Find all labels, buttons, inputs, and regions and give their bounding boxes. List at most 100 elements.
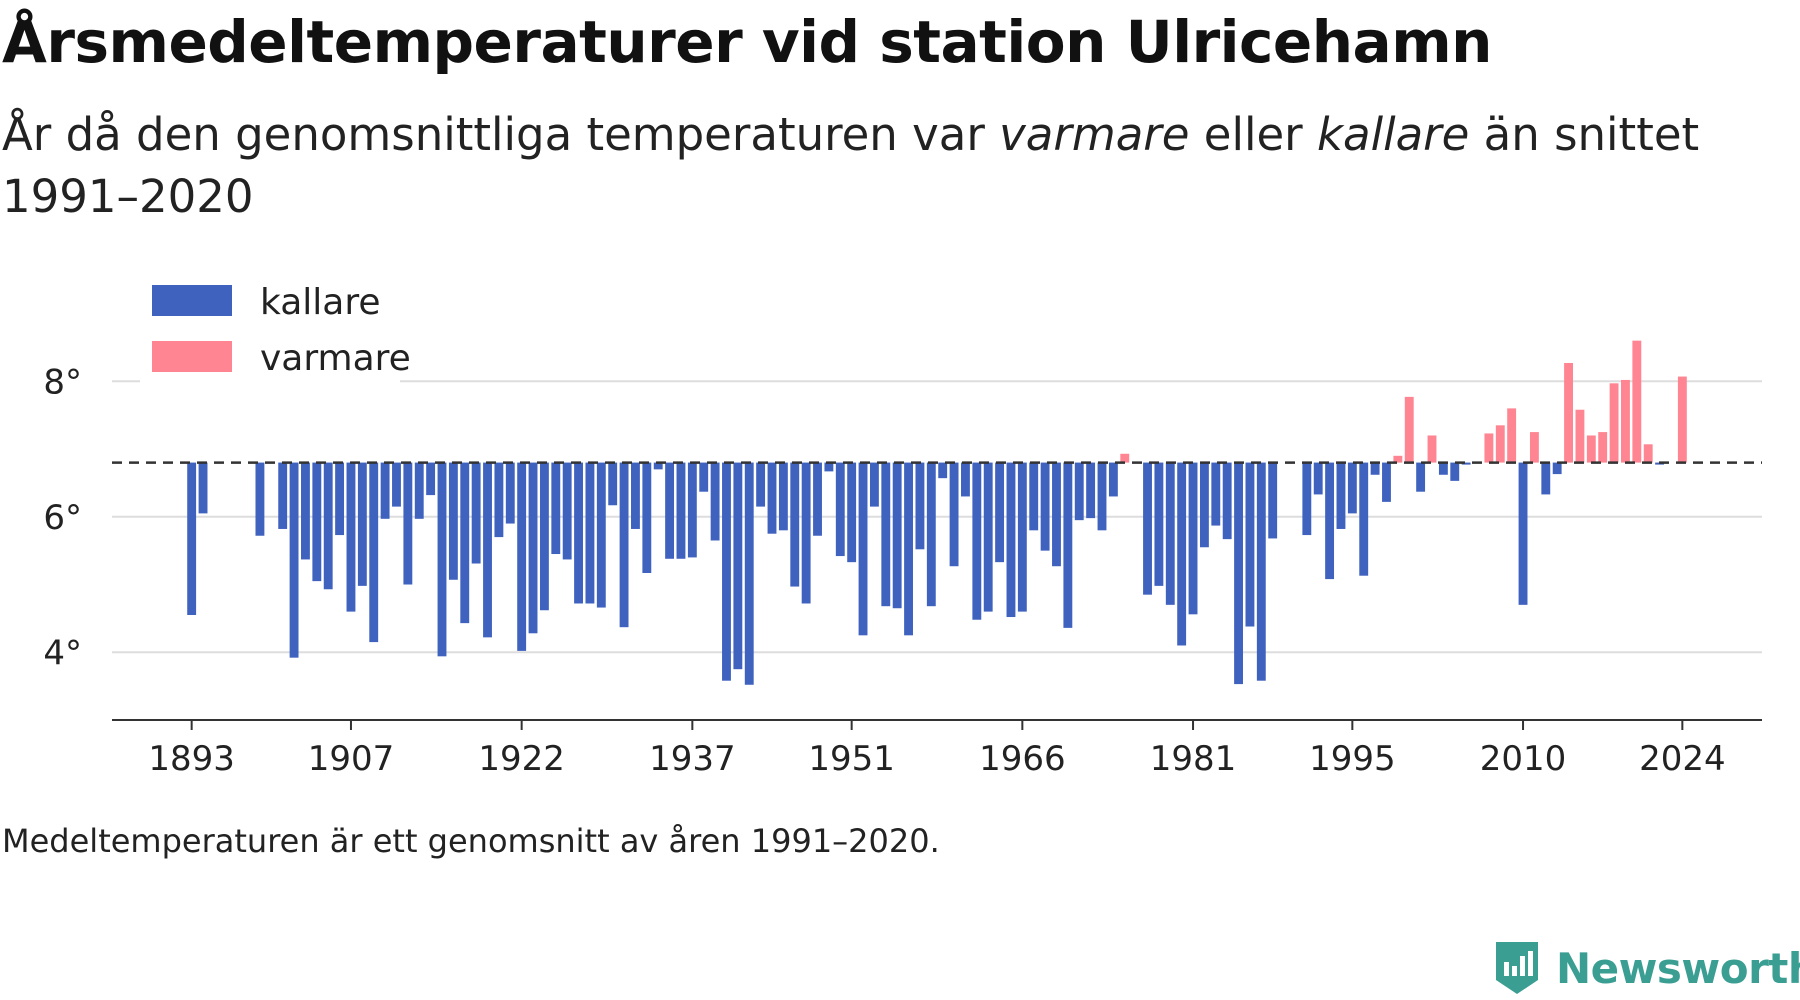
- subtitle-part: än snittet 1991–2020: [2, 108, 1700, 223]
- bar-1984: [1222, 462, 1232, 540]
- bar-1922: [517, 462, 527, 651]
- bar-1969: [1052, 462, 1061, 567]
- chart-title: Årsmedeltemperaturer vid station Ulriceh…: [2, 8, 1492, 76]
- bar-1961: [961, 462, 970, 497]
- bar-1936: [676, 462, 686, 559]
- bar-1999: [1393, 455, 1403, 463]
- bar-1983: [1211, 462, 1221, 526]
- bar-1916: [448, 462, 458, 580]
- bar-1996: [1359, 462, 1369, 576]
- brand-name: Newsworthy: [1556, 943, 1800, 993]
- bar-1926: [562, 462, 572, 560]
- bar-1967: [1029, 462, 1039, 531]
- bar-1920: [494, 462, 504, 538]
- bar-1968: [1040, 462, 1050, 551]
- x-tick-label: 1981: [1150, 739, 1237, 779]
- bar-1908: [357, 462, 367, 586]
- bar-1997: [1370, 462, 1380, 475]
- bar-2009: [1507, 408, 1517, 463]
- bar-2024: [1677, 376, 1687, 463]
- bar-1938: [699, 462, 709, 492]
- bar-1980: [1177, 462, 1187, 646]
- subtitle-cold-word: kallare: [1316, 108, 1470, 161]
- x-tick-label: 1966: [979, 739, 1066, 779]
- bar-2020: [1632, 340, 1642, 463]
- bar-1917: [460, 462, 470, 624]
- bar-1911: [392, 462, 401, 507]
- bar-2015: [1575, 409, 1585, 463]
- bar-1960: [949, 462, 959, 567]
- bar-1982: [1199, 462, 1209, 548]
- bar-1906: [335, 462, 345, 536]
- x-tick-label: 1995: [1309, 739, 1396, 779]
- bar-2001: [1416, 462, 1426, 492]
- bar-1934: [653, 462, 663, 470]
- bar-1894: [198, 462, 208, 514]
- bar-1913: [414, 462, 424, 519]
- bar-1899: [255, 462, 265, 536]
- bar-1977: [1143, 462, 1152, 595]
- bar-1959: [938, 462, 948, 479]
- bar-1944: [767, 462, 777, 534]
- bar-1943: [756, 462, 766, 507]
- bar-1918: [471, 462, 481, 564]
- bar-2012: [1541, 462, 1551, 495]
- brand-logo: Newsworthy: [1492, 938, 1800, 998]
- bar-2011: [1529, 432, 1539, 463]
- bar-1962: [972, 462, 982, 620]
- bar-1966: [1017, 462, 1027, 612]
- bar-1988: [1268, 462, 1278, 539]
- bar-1998: [1382, 462, 1391, 502]
- bar-1893: [187, 462, 197, 615]
- x-tick-label: 2024: [1639, 739, 1726, 779]
- bar-1932: [631, 462, 640, 529]
- bar-1950: [835, 462, 845, 557]
- bar-1946: [790, 462, 800, 587]
- bar-1993: [1325, 462, 1335, 580]
- bar-1935: [665, 462, 675, 559]
- bar-1925: [551, 462, 561, 555]
- bar-1941: [733, 462, 743, 670]
- bar-1903: [301, 462, 310, 560]
- bar-1981: [1188, 462, 1198, 615]
- bar-1965: [1006, 462, 1016, 618]
- bar-1907: [346, 462, 356, 612]
- bar-1952: [858, 462, 868, 636]
- bar-1949: [824, 462, 834, 472]
- bar-2018: [1609, 383, 1619, 463]
- bar-1942: [744, 462, 754, 685]
- bar-1964: [995, 462, 1005, 563]
- bar-1955: [892, 462, 902, 609]
- bar-1970: [1063, 462, 1073, 628]
- chart-subtitle: År då den genomsnittliga temperaturen va…: [2, 104, 1742, 228]
- bar-2014: [1564, 363, 1573, 463]
- subtitle-part: År då den genomsnittliga temperaturen va…: [2, 108, 1000, 161]
- bar-1933: [642, 462, 652, 573]
- bar-2000: [1404, 396, 1414, 463]
- bar-1979: [1165, 462, 1175, 605]
- bar-2017: [1598, 432, 1608, 463]
- bar-1994: [1336, 462, 1346, 529]
- y-tick-label: 6°: [43, 498, 82, 538]
- bar-1991: [1302, 462, 1312, 536]
- bar-2008: [1495, 425, 1505, 463]
- bar-1909: [369, 462, 379, 643]
- bar-2005: [1461, 462, 1471, 465]
- bar-1975: [1120, 453, 1130, 463]
- bar-1953: [869, 462, 879, 507]
- subtitle-part: eller: [1189, 108, 1317, 161]
- bar-2016: [1586, 435, 1596, 463]
- temperature-bar-chart: 4° 6° 8° 1893 1907 1922 1937 1951 1966 1981 1995 20…: [43, 270, 1762, 779]
- y-tick-label: 4°: [43, 633, 82, 673]
- bar-1901: [278, 462, 288, 529]
- bar-1978: [1154, 462, 1164, 586]
- bar-1954: [881, 462, 891, 607]
- bar-2021: [1643, 444, 1653, 463]
- x-tick-label: 1893: [148, 739, 235, 779]
- bar-1902: [289, 462, 299, 658]
- x-tick-label: 1937: [649, 739, 736, 779]
- bar-1931: [619, 462, 629, 628]
- bar-1971: [1074, 462, 1084, 521]
- bar-1956: [904, 462, 913, 636]
- bar-1957: [915, 462, 925, 550]
